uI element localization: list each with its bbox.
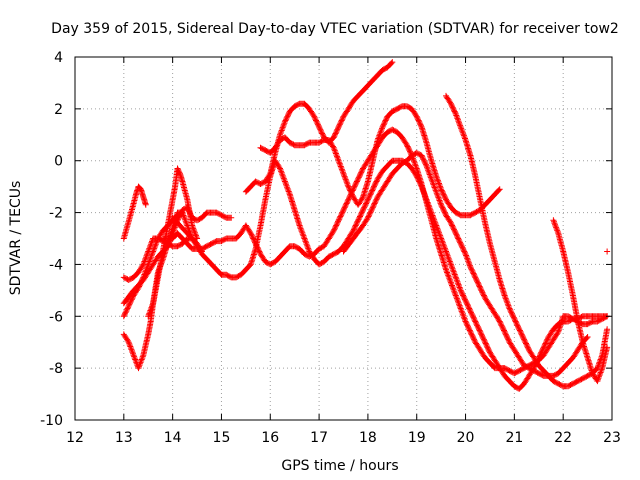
series-points [443, 92, 611, 390]
series-track-7 [159, 126, 611, 377]
y-tick-label: -6 [49, 309, 63, 325]
chart-title: Day 359 of 2015, Sidereal Day-to-day VTE… [51, 21, 619, 37]
y-axis-label: SDTVAR / TECUs [8, 181, 24, 296]
y-tick-label: -4 [49, 257, 63, 273]
series-points [169, 157, 611, 392]
y-tick-label: 4 [54, 50, 63, 66]
x-tick-label: 22 [554, 430, 572, 446]
series-track-8 [169, 157, 611, 392]
series-track-1 [120, 183, 149, 242]
axis-ticks: 12 13 14 15 16 17 18 19 20 21 22 23 -10 -8 -6 -4 -2 0 2 4 [40, 50, 621, 446]
y-tick-label: 2 [54, 102, 63, 118]
x-tick-label: 15 [213, 430, 231, 446]
series-points [340, 149, 591, 379]
y-tick-label: -8 [49, 361, 63, 377]
x-tick-label: 18 [359, 430, 377, 446]
series-points [145, 165, 201, 320]
y-tick-label: -2 [49, 206, 63, 222]
y-tick-label: -10 [40, 413, 63, 429]
x-axis-label: GPS time / hours [281, 458, 398, 474]
series-points [604, 248, 611, 255]
plot-frame [74, 56, 613, 421]
x-tick-label: 17 [310, 430, 328, 446]
series-points [550, 217, 611, 385]
x-tick-label: 14 [164, 430, 182, 446]
series-track-6 [145, 165, 201, 320]
y-tick-label: 0 [54, 154, 63, 170]
series-points [120, 183, 149, 242]
x-tick-label: 12 [66, 430, 84, 446]
series-track-10 [257, 103, 503, 219]
series-track-14 [604, 248, 611, 255]
series-track-13 [550, 217, 611, 385]
x-tick-label: 21 [505, 430, 523, 446]
data-series [120, 59, 611, 392]
x-tick-label: 20 [457, 430, 475, 446]
series-track-12 [443, 92, 611, 390]
x-tick-label: 23 [603, 430, 621, 446]
series-track-11 [340, 149, 591, 379]
series-points [159, 126, 611, 377]
x-tick-label: 16 [261, 430, 279, 446]
x-tick-label: 13 [115, 430, 133, 446]
x-tick-label: 19 [408, 430, 426, 446]
series-points [257, 103, 503, 219]
